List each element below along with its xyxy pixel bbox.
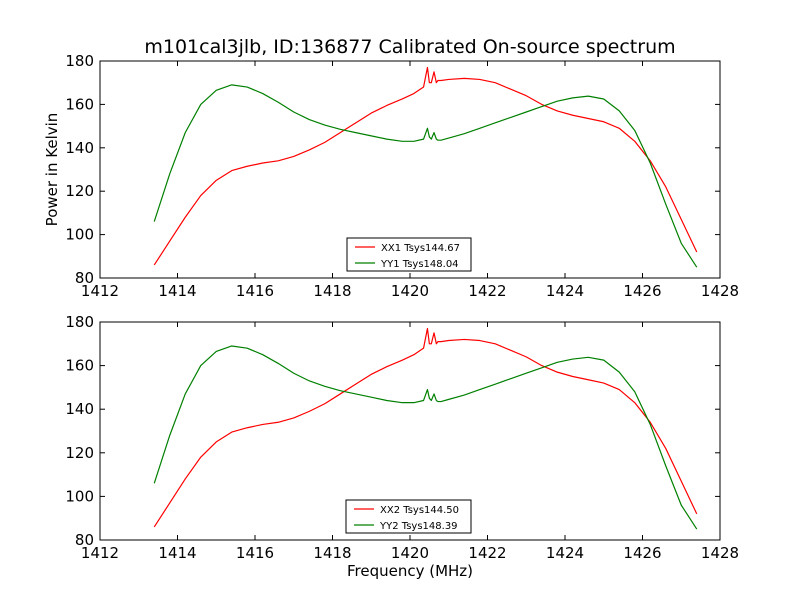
x-tick-label: 1412 [81, 282, 119, 300]
y-tick-label: 180 [65, 313, 94, 331]
bottom-panel: 1412 1414 1416 1418 1420 1422 1424 1426 1428 80 10… [65, 313, 739, 580]
legend-box-panel-1 [346, 237, 472, 272]
y-tick-label: 100 [65, 487, 94, 505]
x-tick-label: 1416 [236, 282, 274, 300]
x-tick-label: 1414 [158, 544, 196, 562]
y-tick-label: 80 [75, 269, 94, 287]
x-tick-label: 1426 [623, 544, 661, 562]
legend-label-yy: YY1 Tsys148.04 [380, 259, 459, 270]
x-tick-label: 1420 [391, 282, 429, 300]
figure-title: m101cal3jlb, ID:136877 Calibrated On-sou… [144, 36, 675, 58]
top-panel: 1412 1414 1416 1418 1420 1422 1424 1426 1428 80 10… [43, 52, 739, 300]
x-tick-label: 1416 [236, 544, 274, 562]
y-tick-label: 140 [65, 139, 94, 157]
x-tick-label: 1422 [468, 544, 506, 562]
y-tick-label: 140 [65, 400, 94, 418]
x-tick-label: 1418 [313, 282, 351, 300]
legend-box-panel-2 [345, 499, 472, 534]
series-line-yy-panel-2 [153, 345, 698, 530]
y-tick-label: 160 [65, 95, 94, 113]
y-tick-label: 80 [75, 531, 94, 549]
y-tick-label: 160 [65, 357, 94, 375]
y-tick-label: 180 [65, 52, 94, 70]
x-tick-label: 1424 [546, 544, 584, 562]
y-tick-label: 120 [65, 444, 94, 462]
legend-label-yy: YY2 Tsys148.39 [379, 521, 458, 532]
x-tick-label: 1428 [701, 282, 739, 300]
legend-label-xx: XX2 Tsys144.50 [380, 505, 459, 516]
x-tick-label: 1428 [701, 544, 739, 562]
x-tick-label: 1420 [391, 544, 429, 562]
y-axis-label: Power in Kelvin [43, 113, 61, 227]
x-tick-label: 1426 [623, 282, 661, 300]
x-tick-label: 1412 [81, 544, 119, 562]
legend-label-xx: XX1 Tsys144.67 [381, 243, 460, 254]
x-tick-label: 1422 [468, 282, 506, 300]
x-axis-label: Frequency (MHz) [347, 562, 473, 580]
y-tick-label: 120 [65, 182, 94, 200]
x-tick-label: 1414 [158, 282, 196, 300]
x-tick-label: 1424 [546, 282, 584, 300]
series-line-yy-panel-1 [153, 84, 698, 268]
x-tick-label: 1418 [313, 544, 351, 562]
series-line-xx-panel-2 [153, 327, 698, 528]
series-line-xx-panel-1 [153, 66, 698, 266]
y-tick-label: 100 [65, 226, 94, 244]
